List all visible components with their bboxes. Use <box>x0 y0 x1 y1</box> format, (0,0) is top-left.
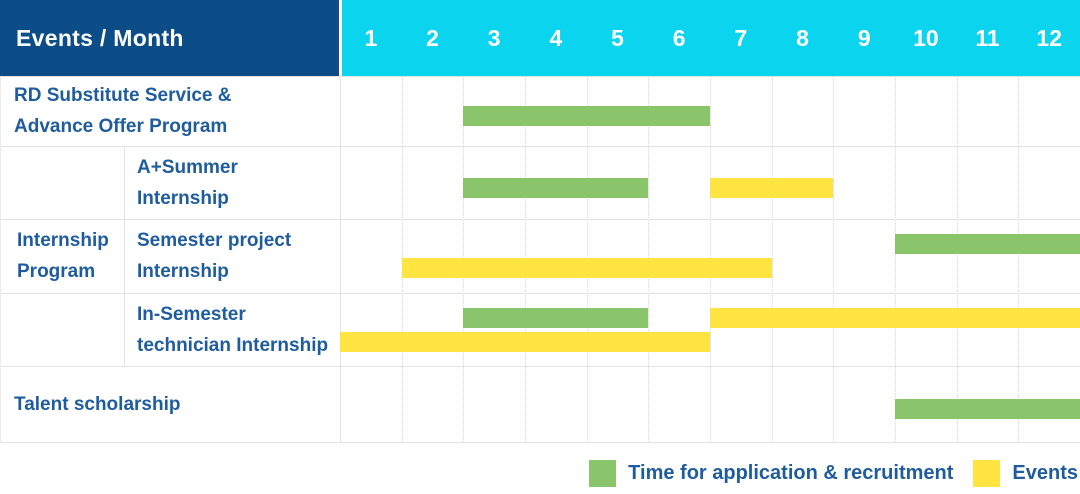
group-label-line: Program <box>17 261 96 282</box>
row-border <box>0 442 1080 443</box>
application-swatch <box>589 459 617 487</box>
header-events-month-cell: Events / Month <box>0 0 339 76</box>
row-label-line: A+Summer <box>137 156 238 178</box>
month-label-4: 4 <box>549 24 563 51</box>
row-label-4: In-Semester technician Internship <box>137 293 328 366</box>
application-bar <box>895 234 1080 254</box>
events-bar <box>340 331 710 352</box>
month-label-2: 2 <box>426 24 439 51</box>
month-gridline <box>833 76 835 442</box>
legend: Time for application & recruitment Events <box>589 456 1078 490</box>
events-bar <box>710 177 834 198</box>
row-label-5: Talent scholarship <box>14 366 180 442</box>
events-swatch <box>973 459 1001 487</box>
row-label-line: In-Semester <box>137 303 246 325</box>
group-sublabel-divider <box>124 146 125 366</box>
month-label-6: 6 <box>672 24 686 51</box>
month-label-9: 9 <box>857 24 871 51</box>
month-label-7: 7 <box>734 24 748 51</box>
legend-label-events: Events <box>1012 461 1078 484</box>
row-label-line: Advance Offer Program <box>14 116 228 137</box>
row-label-line: Talent scholarship <box>14 393 181 415</box>
row-border <box>0 293 1080 294</box>
application-bar <box>895 399 1080 420</box>
month-header-row: 1 2 3 4 5 6 7 8 9 10 11 12 <box>340 0 1080 76</box>
legend-item-events: Events <box>973 459 1078 487</box>
month-label-3: 3 <box>487 24 501 51</box>
month-label-10: 10 <box>913 24 939 51</box>
table-left-border <box>0 76 1 442</box>
row-label-line: Semester project <box>137 230 292 251</box>
header-bottom-border <box>0 76 1080 77</box>
row-label-line: technician Internship <box>137 334 329 356</box>
month-label-1: 1 <box>364 24 378 51</box>
events-bar <box>401 258 772 278</box>
label-chart-divider <box>340 76 341 442</box>
month-label-5: 5 <box>611 24 624 51</box>
month-gridline <box>895 76 896 442</box>
month-gridline <box>771 76 773 442</box>
row-border <box>0 366 1080 367</box>
month-header-band <box>342 0 1080 76</box>
group-label-line: Internship <box>17 230 109 251</box>
application-bar <box>463 105 710 126</box>
application-bar <box>463 177 649 198</box>
row-border <box>0 146 1080 147</box>
header-title: Events / Month <box>16 24 184 51</box>
month-gridline <box>1018 76 1020 442</box>
month-label-8: 8 <box>796 24 809 51</box>
row-label-line: Internship <box>137 187 229 209</box>
legend-label-application: Time for application & recruitment <box>628 461 954 484</box>
row-label-1: RD Substitute Service & Advance Offer Pro… <box>14 76 232 146</box>
month-label-11: 11 <box>975 24 1000 51</box>
month-label-12: 12 <box>1036 24 1063 51</box>
month-gridline <box>956 76 958 442</box>
row-border <box>0 219 1080 220</box>
group-label: Internship Program <box>17 146 109 366</box>
legend-item-application: Time for application & recruitment <box>589 459 954 487</box>
row-label-line: Internship <box>137 261 229 282</box>
row-label-2: A+Summer Internship <box>137 146 238 219</box>
row-label-3: Semester project Internship <box>137 219 291 293</box>
application-bar <box>463 307 649 328</box>
row-label-line: RD Substitute Service & <box>14 85 232 106</box>
events-bar <box>710 307 1080 328</box>
